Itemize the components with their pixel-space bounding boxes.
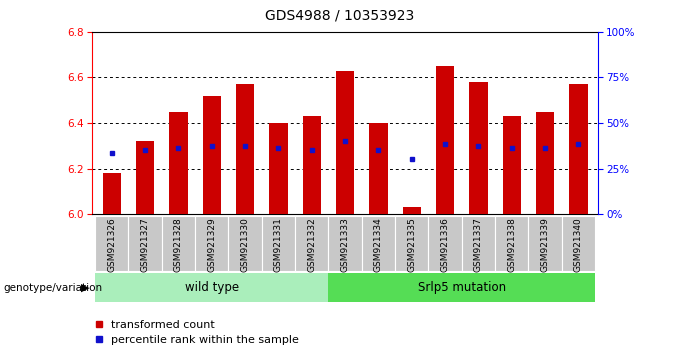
- Bar: [503, 116, 521, 214]
- Bar: [436, 66, 454, 214]
- Text: ▶: ▶: [82, 282, 90, 293]
- Bar: [203, 96, 221, 214]
- Bar: [95, 273, 328, 302]
- Text: GSM921334: GSM921334: [374, 217, 383, 272]
- Bar: [103, 173, 121, 214]
- Text: GSM921337: GSM921337: [474, 217, 483, 272]
- Bar: [395, 216, 428, 271]
- Bar: [303, 116, 321, 214]
- Text: GSM921332: GSM921332: [307, 217, 316, 272]
- Bar: [328, 216, 362, 271]
- Bar: [536, 112, 554, 214]
- Text: GSM921340: GSM921340: [574, 217, 583, 272]
- Text: GSM921331: GSM921331: [274, 217, 283, 272]
- Bar: [362, 216, 395, 271]
- Bar: [469, 82, 488, 214]
- Text: GSM921326: GSM921326: [107, 217, 116, 272]
- Bar: [195, 216, 228, 271]
- Bar: [336, 70, 354, 214]
- Bar: [162, 216, 195, 271]
- Bar: [328, 273, 595, 302]
- Text: GSM921335: GSM921335: [407, 217, 416, 272]
- Bar: [228, 216, 262, 271]
- Bar: [403, 207, 421, 214]
- Text: Srlp5 mutation: Srlp5 mutation: [418, 281, 506, 294]
- Bar: [169, 112, 188, 214]
- Bar: [369, 123, 388, 214]
- Bar: [269, 123, 288, 214]
- Text: GSM921339: GSM921339: [541, 217, 549, 272]
- Bar: [136, 141, 154, 214]
- Text: wild type: wild type: [185, 281, 239, 294]
- Bar: [562, 216, 595, 271]
- Text: GSM921333: GSM921333: [341, 217, 350, 272]
- Bar: [236, 84, 254, 214]
- Bar: [495, 216, 528, 271]
- Bar: [95, 216, 129, 271]
- Text: GSM921338: GSM921338: [507, 217, 516, 272]
- Text: GSM921336: GSM921336: [441, 217, 449, 272]
- Bar: [262, 216, 295, 271]
- Bar: [528, 216, 562, 271]
- Bar: [129, 216, 162, 271]
- Text: genotype/variation: genotype/variation: [3, 282, 103, 293]
- Text: GSM921330: GSM921330: [241, 217, 250, 272]
- Legend: transformed count, percentile rank within the sample: transformed count, percentile rank withi…: [90, 315, 303, 350]
- Bar: [428, 216, 462, 271]
- Bar: [569, 84, 588, 214]
- Text: GSM921327: GSM921327: [141, 217, 150, 272]
- Bar: [462, 216, 495, 271]
- Text: GSM921329: GSM921329: [207, 217, 216, 272]
- Text: GDS4988 / 10353923: GDS4988 / 10353923: [265, 9, 415, 23]
- Bar: [295, 216, 328, 271]
- Text: GSM921328: GSM921328: [174, 217, 183, 272]
